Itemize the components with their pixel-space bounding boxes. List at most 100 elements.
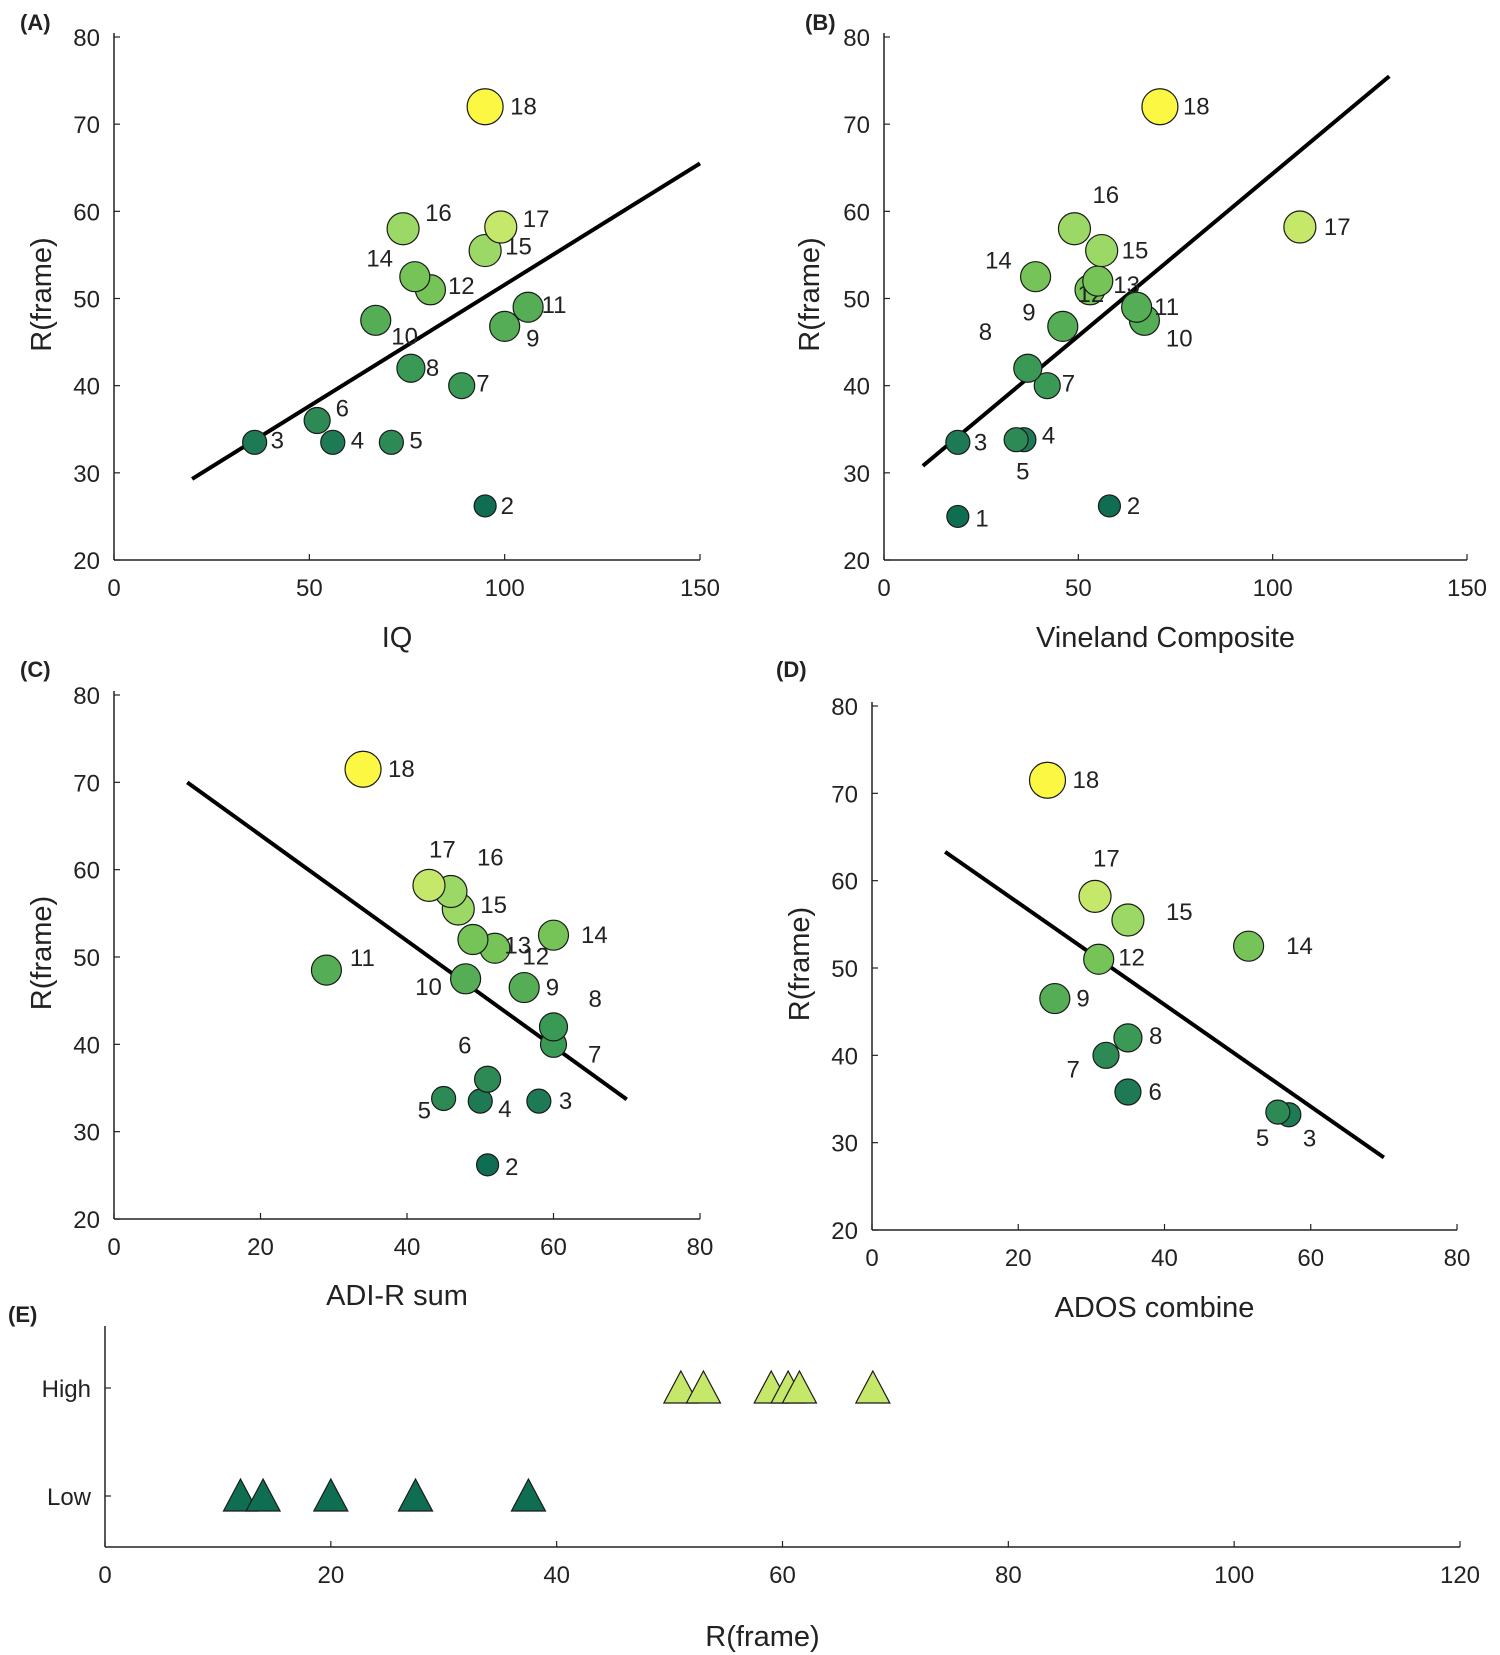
x-tick-label: 0 — [98, 1562, 111, 1589]
data-point — [1019, 261, 1052, 293]
y-tick-label: 40 — [73, 374, 100, 401]
y-tick-label: Low — [47, 1484, 92, 1511]
data-point — [412, 868, 446, 902]
data-label: 11 — [542, 292, 567, 319]
y-tick-label: 50 — [73, 287, 100, 314]
data-label: 14 — [366, 246, 393, 273]
x-tick-label: 150 — [1447, 575, 1487, 602]
data-point — [242, 429, 268, 455]
data-point-triangle — [312, 1477, 349, 1512]
data-label: 6 — [458, 1032, 471, 1059]
data-point — [1097, 494, 1122, 518]
data-point-triangle — [662, 1369, 699, 1404]
panel-b: (B) 0 50 100 150 Vineland Composite 20 30 40 50 60… — [794, 10, 1487, 654]
data-label: 10 — [391, 323, 418, 350]
data-point — [360, 304, 392, 336]
data-label: 14 — [1286, 933, 1313, 960]
data-point — [475, 1153, 500, 1177]
data-point — [1028, 761, 1067, 799]
trend-line — [191, 161, 702, 481]
data-point — [538, 1012, 569, 1042]
data-point — [344, 750, 382, 788]
data-point — [484, 210, 518, 244]
data-label: 13 — [504, 933, 531, 960]
data-label: 2 — [1127, 493, 1140, 520]
x-tick-label: 0 — [107, 575, 120, 602]
panel-letter: (E) — [8, 1302, 37, 1327]
data-point — [537, 919, 570, 951]
trend-line — [921, 74, 1391, 468]
data-label: 5 — [409, 427, 422, 454]
data-label: 11 — [1154, 294, 1179, 321]
data-point — [399, 261, 431, 293]
y-tick-label: 60 — [843, 199, 870, 226]
data-point-triangle — [854, 1369, 891, 1404]
data-point-triangle — [222, 1477, 259, 1512]
data-point — [468, 233, 502, 268]
y-tick-label: 60 — [831, 869, 858, 896]
panel-e: (E) 0 20 40 60 80 100 120 R(frame) High Low — [8, 1302, 1480, 1653]
y-tick-label: 40 — [831, 1043, 858, 1070]
panel-letter: (A) — [20, 10, 51, 35]
y-tick-label: 20 — [73, 548, 100, 575]
data-label: 15 — [1122, 238, 1149, 265]
y-tick-label: 30 — [831, 1131, 858, 1158]
y-tick-label: 30 — [73, 1120, 100, 1147]
y-tick-label: 50 — [73, 945, 100, 972]
data-label: 8 — [979, 319, 992, 346]
y-tick-label: 70 — [73, 770, 100, 797]
x-tick-label: 0 — [107, 1234, 120, 1261]
y-tick-label: 20 — [831, 1218, 858, 1245]
data-point — [448, 372, 476, 400]
y-tick-label: 80 — [73, 683, 100, 710]
data-point — [512, 291, 544, 323]
data-label: 5 — [1256, 1125, 1269, 1152]
data-label: 12 — [448, 273, 475, 300]
x-axis-label: ADI-R sum — [326, 1280, 468, 1312]
data-label: 4 — [1042, 423, 1055, 450]
x-tick-label: 20 — [317, 1562, 344, 1589]
x-tick-label: 50 — [1065, 575, 1092, 602]
data-point — [946, 504, 970, 529]
data-label: 8 — [1149, 1023, 1162, 1050]
data-point — [1232, 930, 1265, 962]
y-tick-label: 80 — [843, 25, 870, 52]
data-point — [1083, 943, 1115, 975]
data-label: 18 — [1183, 94, 1210, 121]
x-tick-label: 150 — [680, 575, 720, 602]
x-tick-label: 50 — [296, 575, 323, 602]
data-point-triangle — [397, 1477, 434, 1512]
data-label: 7 — [476, 371, 489, 398]
data-point — [310, 954, 343, 986]
panel-letter: (B) — [805, 10, 836, 35]
y-tick-label: 60 — [73, 858, 100, 885]
y-tick-label: 70 — [831, 781, 858, 808]
x-tick-label: 80 — [995, 1562, 1022, 1589]
panel-a: (A) 0 50 100 150 IQ 20 30 40 50 60 70 80 R(frame) 2 3 4 5… — [20, 10, 720, 654]
data-label: 17 — [429, 836, 456, 863]
x-tick-label: 100 — [1214, 1562, 1254, 1589]
data-label: 11 — [350, 945, 375, 972]
y-axis-label: R(frame) — [26, 896, 58, 1010]
data-label: 17 — [523, 206, 550, 233]
data-point — [431, 1085, 457, 1112]
data-label: 4 — [351, 427, 364, 454]
data-label: 10 — [415, 974, 442, 1001]
data-label: 8 — [589, 986, 602, 1013]
data-label: 9 — [546, 975, 559, 1002]
data-label: 5 — [1016, 459, 1029, 486]
data-label: 8 — [426, 355, 439, 382]
data-label: 7 — [1062, 371, 1075, 398]
data-point — [1013, 353, 1043, 383]
data-point — [1121, 291, 1153, 323]
data-label: 12 — [1118, 944, 1145, 971]
panel-letter: (C) — [20, 657, 51, 682]
y-tick-label: 70 — [843, 112, 870, 139]
x-axis-label: IQ — [382, 622, 413, 654]
x-tick-label: 40 — [543, 1562, 570, 1589]
data-label: 18 — [388, 756, 415, 783]
data-point-triangle — [245, 1477, 282, 1512]
data-label: 15 — [1166, 899, 1193, 926]
data-point — [1082, 265, 1114, 297]
